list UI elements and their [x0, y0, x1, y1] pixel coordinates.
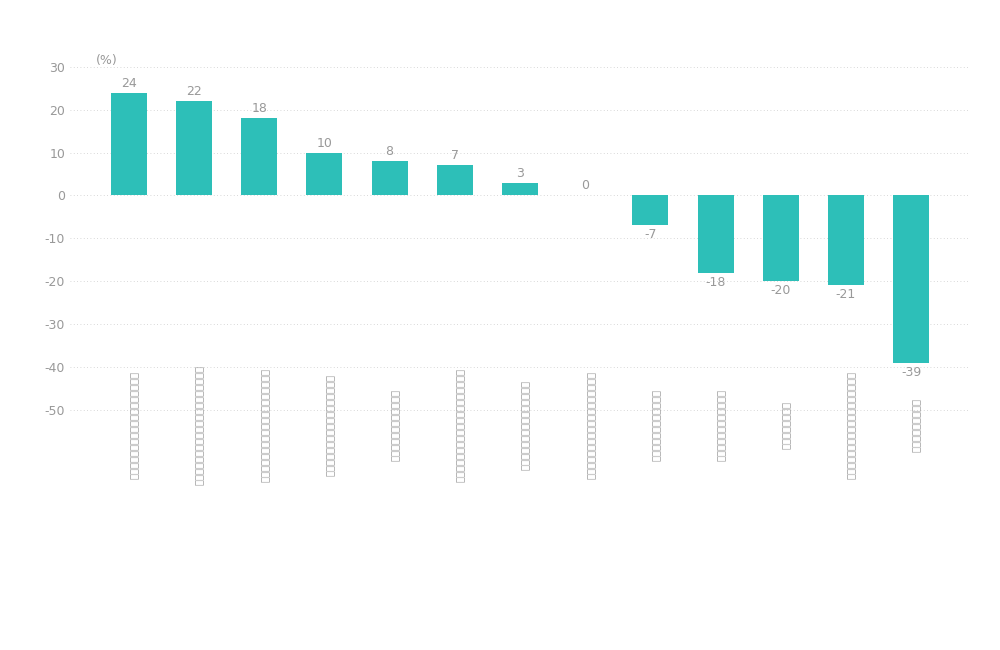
Text: 豊富な種類の商品・サービスの品ぞろえ: 豊富な種類の商品・サービスの品ぞろえ [846, 370, 856, 478]
Text: 独創的な技術・事業モデル: 独創的な技術・事業モデル [390, 389, 400, 461]
Bar [111, 92, 147, 196]
Bar [502, 183, 538, 196]
Bar [893, 196, 929, 363]
Text: 優れた設備の整備・活用力: 優れた設備の整備・活用力 [716, 389, 726, 461]
Text: 7: 7 [451, 150, 459, 162]
Text: 8: 8 [386, 145, 394, 158]
Text: 3: 3 [516, 166, 524, 179]
Text: 経営における迅速かつ大胆な意思決定能力: 経営における迅速かつ大胆な意思決定能力 [259, 368, 269, 482]
Text: 10: 10 [316, 136, 332, 150]
Text: -7: -7 [644, 228, 657, 241]
Text: 経営者と社員・部門間の一体感・連帯感: 経営者と社員・部門間の一体感・連帯感 [129, 370, 139, 478]
Bar [632, 196, 668, 226]
Bar [828, 196, 864, 285]
Bar [372, 161, 408, 196]
Bar [437, 166, 473, 196]
Bar [306, 153, 342, 196]
Text: 必要に応じた人材の素数な確保・活用力: 必要に応じた人材の素数な確保・活用力 [585, 370, 595, 478]
Text: 24: 24 [121, 77, 137, 90]
Text: 優秀な人材の育成・活用力: 優秀な人材の育成・活用力 [650, 389, 660, 461]
Text: 必要資金の調達力: 必要資金の調達力 [781, 400, 791, 448]
Text: -20: -20 [771, 284, 791, 297]
Text: 市場等への変化に迅速な対応・機動力: 市場等への変化に迅速な対応・機動力 [324, 374, 334, 476]
Text: -39: -39 [901, 365, 921, 378]
Text: -18: -18 [705, 276, 726, 289]
Text: -21: -21 [836, 289, 856, 302]
Bar [698, 196, 734, 272]
Text: 顧客・ユーザー等への提案力・課題解決力: 顧客・ユーザー等への提案力・課題解決力 [455, 368, 465, 482]
Text: 22: 22 [186, 85, 202, 98]
Text: (%): (%) [96, 54, 118, 67]
Bar [763, 196, 799, 281]
Text: 18: 18 [251, 102, 267, 115]
Bar [176, 101, 212, 196]
Text: 個別ニーズにきめ細かく応じる柔軟な対応力: 個別ニーズにきめ細かく応じる柔軟な対応力 [194, 365, 204, 485]
Text: 社員のやる気力を引き出す仕組み: 社員のやる気力を引き出す仕組み [520, 380, 530, 470]
Text: 規模の経済性を発揮: 規模の経済性を発揮 [911, 398, 921, 452]
Text: 0: 0 [581, 179, 589, 192]
Bar [241, 118, 277, 196]
